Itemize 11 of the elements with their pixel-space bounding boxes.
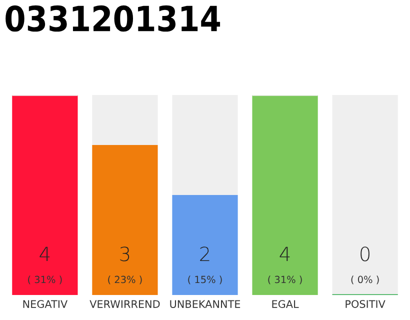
data-label: 4 ( 31% )	[28, 246, 62, 284]
x-tick-label: UNBEKANNTE	[170, 300, 240, 308]
data-label: 0 ( 0% )	[351, 246, 379, 284]
data-label: 2 ( 15% )	[188, 246, 222, 284]
data-label: 4 ( 31% )	[268, 246, 302, 284]
x-tick-label: NEGATIV	[23, 300, 68, 308]
x-tick-label: VERWIRREND	[90, 300, 160, 308]
chart-title: 0331201314	[6, 5, 220, 32]
x-tick-label: POSITIV	[346, 300, 386, 308]
x-tick-label: EGAL	[272, 300, 299, 308]
data-label: 3 ( 23% )	[108, 246, 142, 284]
